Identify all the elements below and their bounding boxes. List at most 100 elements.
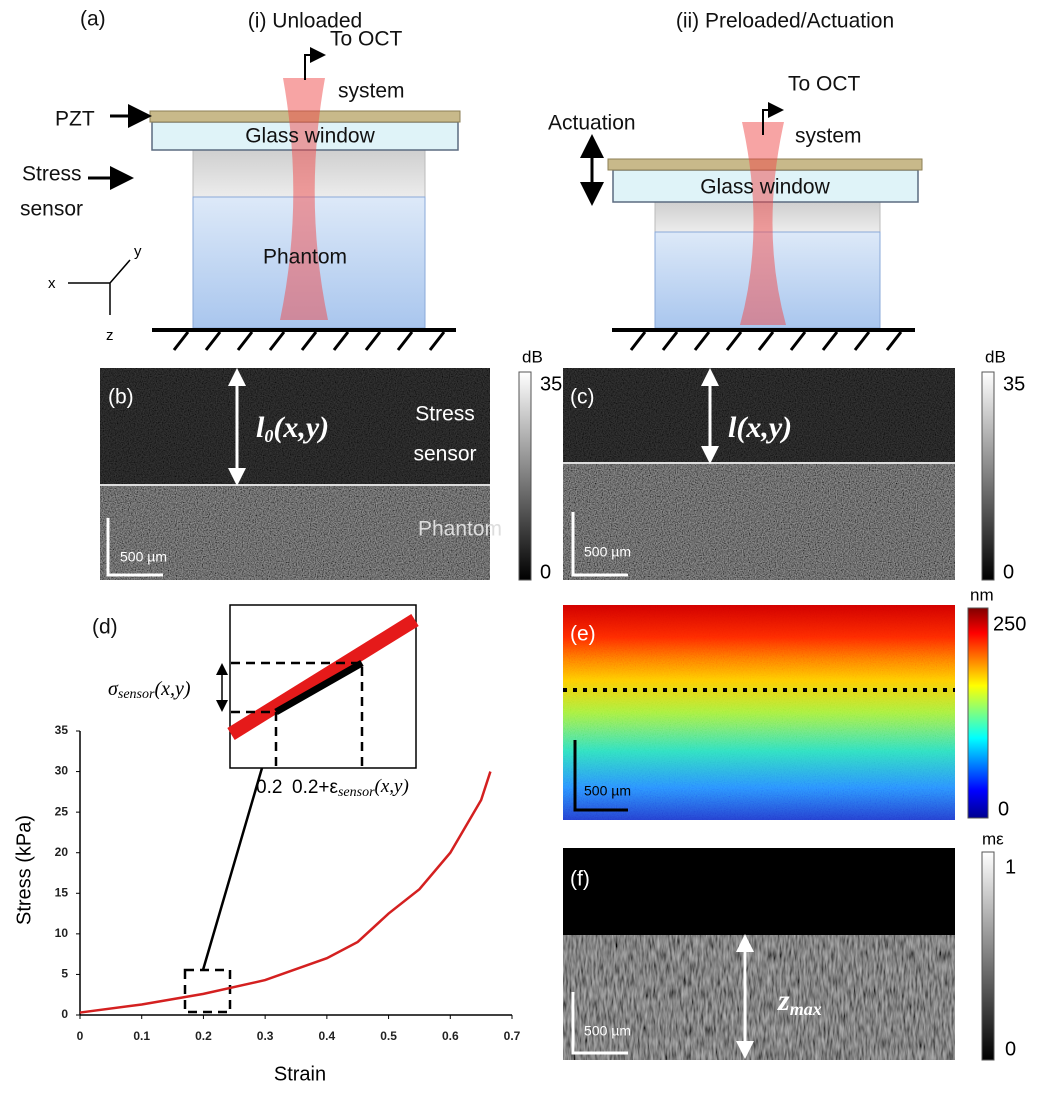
speckle: [563, 935, 955, 1060]
label: sensor: [413, 443, 476, 466]
label: Stress: [22, 163, 82, 186]
subscript: sensor: [118, 687, 155, 702]
axis-label: x: [48, 275, 56, 292]
axis-label: z: [106, 327, 114, 344]
label: To OCT: [788, 73, 861, 96]
label: Glass window: [700, 176, 830, 199]
colorbar: [981, 851, 995, 1061]
depth-label: zmax: [777, 984, 822, 1019]
scale-bar: [571, 512, 628, 577]
panel-label: (a): [80, 8, 106, 31]
x-tick-label: 0.7: [504, 1029, 521, 1043]
label: sensor: [20, 198, 83, 221]
label: system: [795, 125, 862, 148]
label: system: [338, 80, 405, 103]
x-tick-label: 0.5: [380, 1029, 397, 1043]
argument: (x,y): [375, 776, 409, 797]
thickness-label: l(x,y): [728, 411, 792, 444]
panel-label: (e): [570, 623, 596, 646]
inset-guides: [231, 661, 364, 768]
colorbar: [981, 371, 995, 581]
colorbar-unit: dB: [522, 347, 543, 366]
oct-beam: [740, 122, 786, 325]
scale-bar: [106, 518, 163, 577]
y-tick-label: 35: [55, 723, 69, 737]
axes-icon: [68, 259, 131, 315]
x-tick-label: 0.2: [195, 1029, 212, 1043]
oct-beam: [280, 78, 328, 320]
inset-segment: [274, 659, 364, 716]
inset-curve: [227, 614, 419, 740]
panel-f: (f) zmax 500 µm mε 1 0: [563, 829, 1016, 1061]
colorbar-max: 35: [540, 373, 562, 395]
colorbar-min: 0: [1003, 561, 1014, 583]
symbol: 0.2+ε: [292, 777, 339, 798]
label: Glass window: [245, 125, 375, 148]
speckle: [563, 605, 955, 820]
colorbar-max: 35: [1003, 373, 1025, 395]
panel-a: (a) (i) Unloaded (ii) Preloaded/Actuatio…: [20, 8, 923, 351]
label: Phantom: [418, 518, 502, 541]
inset-stress-label: σsensor(x,y): [108, 678, 191, 703]
inset-x-label: 0.2+εsensor(x,y): [292, 776, 409, 800]
colorbar: [967, 607, 989, 819]
panel-d: (d) Strain Stress (kPa) σsensor(x,y) 0.2…: [13, 604, 521, 1085]
y-tick-label: 5: [61, 967, 68, 981]
colorbar-min: 0: [540, 561, 551, 583]
symbol: z: [777, 984, 790, 1017]
colorbar-unit: mε: [982, 829, 1004, 848]
x-axis-title: Strain: [274, 1063, 326, 1085]
subtitle: (i) Unloaded: [248, 10, 362, 33]
y-axis-title: Stress (kPa): [13, 815, 35, 925]
x-tick-label: 0.3: [257, 1029, 274, 1043]
zoom-box: [183, 968, 232, 1014]
y-tick-label: 10: [55, 926, 69, 940]
inset-x-label: 0.2: [256, 777, 282, 798]
label: Actuation: [548, 112, 636, 135]
label: PZT: [55, 108, 95, 131]
symbol: σ: [108, 678, 119, 700]
panel-label: (b): [108, 386, 134, 409]
scale-label: 500 µm: [584, 544, 631, 560]
thickness-label: l0(x,y): [256, 411, 329, 446]
speckle: [100, 368, 490, 485]
symbol: l: [256, 411, 265, 444]
scale-bar: [573, 740, 628, 812]
hatch: [172, 331, 446, 351]
y-tick-label: 15: [55, 885, 69, 899]
colorbar: [518, 371, 532, 581]
panel-label: (c): [570, 386, 595, 409]
argument: (x,y): [273, 411, 329, 444]
x-tick-label: 0.1: [133, 1029, 150, 1043]
zoom-line: [201, 767, 264, 971]
x-tick-label: 0.6: [442, 1029, 459, 1043]
label: To OCT: [330, 28, 403, 51]
speckle: [563, 463, 955, 580]
panel-e: (e) 500 µm nm 250 0: [563, 585, 1026, 820]
y-tick-label: 25: [55, 804, 69, 818]
arrow: [762, 102, 784, 135]
colorbar-unit: dB: [985, 347, 1006, 366]
scale-label: 500 µm: [584, 783, 631, 799]
panel-b: (b) l0(x,y) Stress sensor Phantom 500 µm…: [100, 347, 562, 583]
speckle: [100, 485, 490, 580]
colorbar-min: 0: [998, 798, 1009, 820]
colorbar-max: 1: [1005, 856, 1016, 878]
axis-label: y: [134, 243, 142, 260]
colorbar-min: 0: [1005, 1038, 1016, 1060]
scale-label: 500 µm: [120, 549, 167, 565]
subscript: 0: [264, 426, 273, 446]
subtitle: (ii) Preloaded/Actuation: [676, 10, 894, 33]
argument: (x,y): [154, 678, 190, 700]
x-tick-label: 0: [77, 1029, 84, 1043]
label: Phantom: [263, 246, 347, 269]
label: Stress: [415, 403, 475, 426]
scale-bar: [571, 992, 628, 1055]
colorbar-max: 250: [993, 613, 1026, 635]
scale-label: 500 µm: [584, 1023, 631, 1039]
subscript: max: [790, 999, 822, 1019]
panel-label: (f): [570, 868, 590, 891]
y-tick-label: 30: [55, 764, 69, 778]
subscript: sensor: [338, 785, 375, 800]
